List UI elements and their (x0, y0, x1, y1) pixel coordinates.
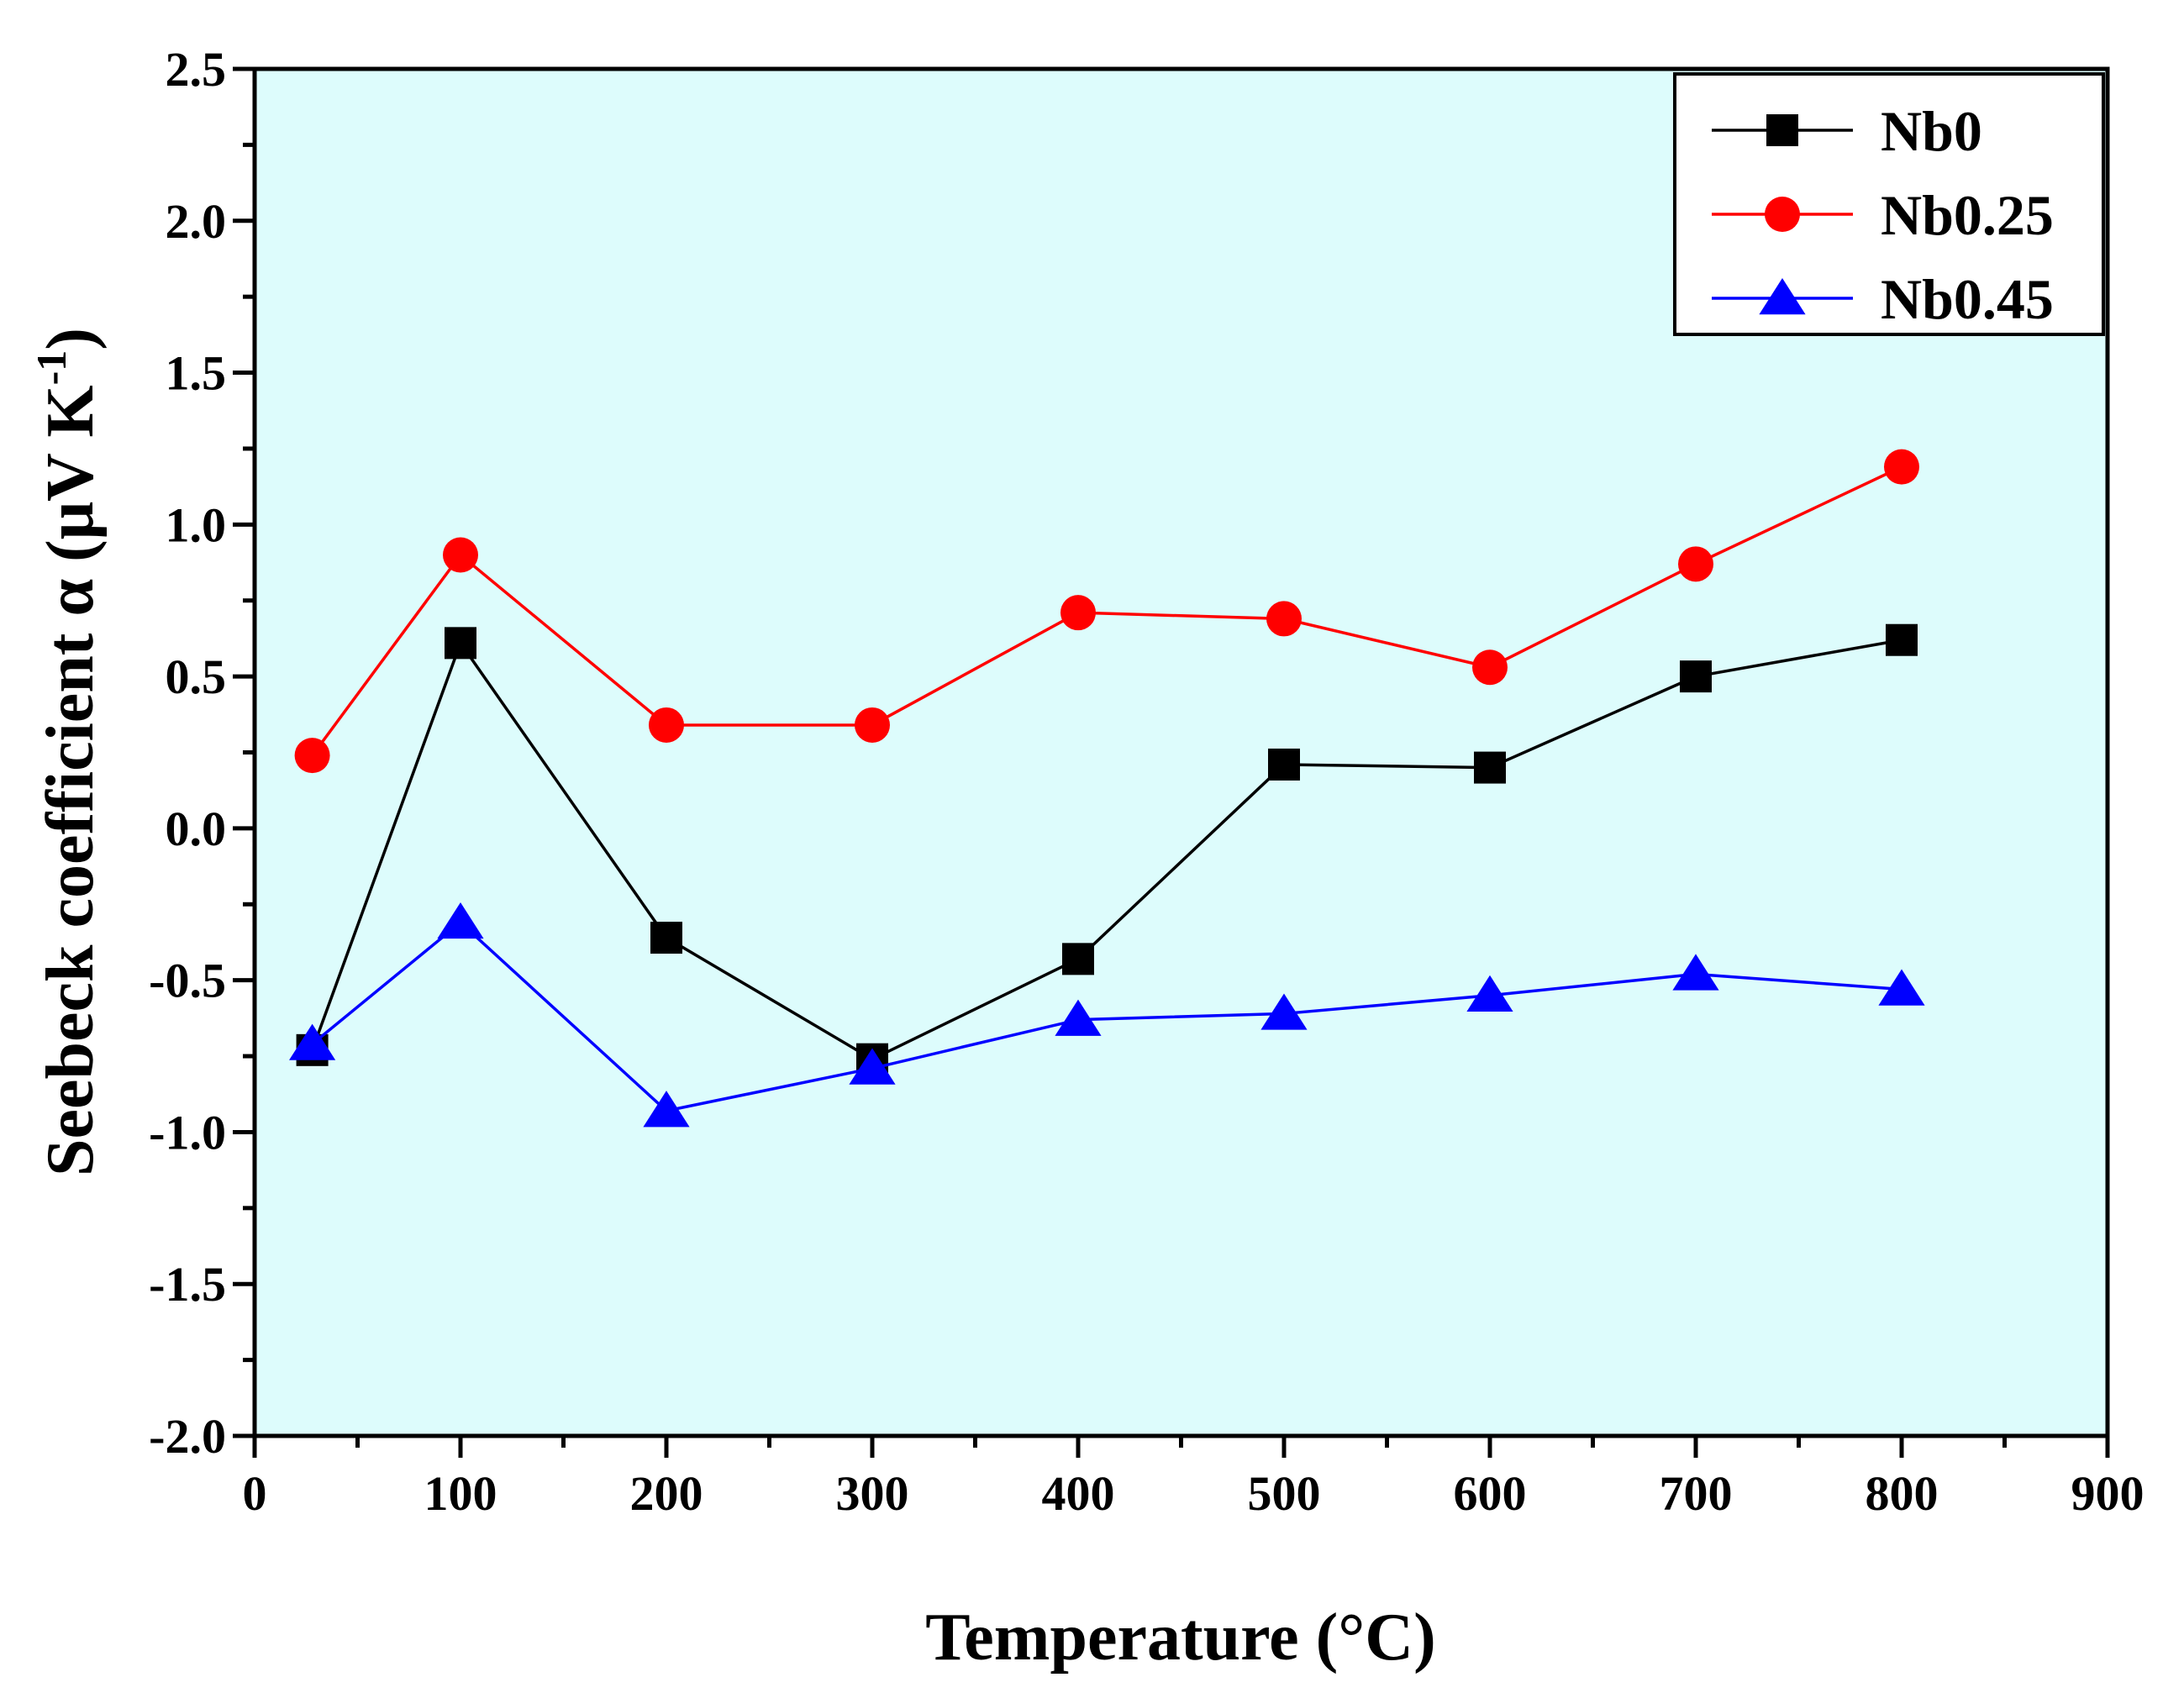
data-point-nb0-45 (437, 902, 484, 939)
legend: Nb0 Nb0.25 Nb0.45 (1673, 72, 2105, 336)
x-tick-label: 700 (1660, 1466, 1733, 1521)
y-tick-label: -0.5 (149, 954, 226, 1008)
x-axis-title: Temperature (°C) (925, 1601, 1435, 1675)
legend-item-nb0-25: Nb0.25 (1712, 183, 2054, 247)
x-tick-label: 500 (1248, 1466, 1321, 1521)
data-point-nb0-45 (643, 1091, 690, 1128)
y-tick-label: 1.0 (166, 497, 227, 552)
y-tick-label: 1.5 (166, 346, 227, 401)
series-layer (289, 449, 1925, 1128)
y-axis-title-superscript: -1 (28, 350, 75, 386)
data-point-nb0 (1886, 623, 1918, 656)
x-tick-label: 100 (424, 1466, 497, 1521)
data-point-nb0-45 (1260, 993, 1308, 1030)
data-point-nb0-25 (443, 537, 478, 573)
y-tick-label: 2.0 (166, 194, 227, 249)
data-point-nb0 (650, 922, 682, 954)
x-tick-labels: 0 100 200 300 400 500 600 700 800 900 (243, 1466, 2145, 1521)
y-axis-title-main: Seebeck coefficient α (μV K (34, 385, 108, 1176)
legend-marker (1766, 114, 1798, 146)
data-point-nb0-25 (1060, 595, 1096, 631)
data-point-nb0-25 (855, 707, 890, 743)
data-point-nb0 (445, 627, 476, 660)
data-point-nb0-25 (1266, 601, 1302, 637)
y-tick-label: -1.0 (149, 1105, 226, 1159)
legend-marker (1765, 197, 1800, 232)
series-nb0-25 (294, 449, 1919, 774)
legend-label: Nb0.45 (1881, 267, 2054, 331)
legend-label: Nb0 (1881, 99, 1982, 163)
x-tick-label: 900 (2071, 1466, 2145, 1521)
data-point-nb0-25 (294, 738, 330, 774)
x-tick-label: 800 (1866, 1466, 1939, 1521)
legend-item-nb0: Nb0 (1712, 99, 1982, 163)
series-nb0-45 (289, 902, 1925, 1128)
data-point-nb0-45 (289, 1023, 336, 1060)
x-tick-label: 300 (836, 1466, 909, 1521)
plot-frame (252, 66, 2110, 1438)
data-point-nb0-25 (649, 707, 684, 743)
y-tick-label: -2.0 (149, 1409, 226, 1464)
data-point-nb0-45 (849, 1048, 896, 1085)
data-point-nb0 (1268, 748, 1300, 781)
y-tick-label: 0.5 (166, 649, 227, 704)
x-tick-label: 200 (630, 1466, 703, 1521)
data-point-nb0-45 (1672, 954, 1719, 991)
y-axis-title: Seebeck coefficient α (μV K-1) (28, 328, 108, 1176)
data-point-nb0-25 (1472, 649, 1508, 686)
data-point-nb0-25 (1884, 449, 1919, 485)
series-nb0 (296, 623, 1918, 1075)
x-tick-label: 0 (243, 1466, 267, 1521)
data-point-nb0 (1062, 943, 1094, 975)
y-tick-labels: -2.0 -1.5 -1.0 -0.5 0.0 0.5 1.0 1.5 2.0 2.5 (149, 42, 226, 1464)
data-point-nb0-45 (1055, 999, 1102, 1036)
legend-box (1673, 72, 2105, 336)
y-tick-label: 2.5 (166, 42, 227, 97)
data-point-nb0 (1474, 751, 1506, 784)
x-tick-label: 600 (1454, 1466, 1527, 1521)
data-point-nb0-45 (1466, 975, 1513, 1012)
legend-item-nb0-45: Nb0.45 (1712, 267, 2054, 331)
legend-marker (1759, 278, 1806, 315)
y-tick-label: -1.5 (149, 1257, 226, 1312)
data-point-nb0-45 (1878, 969, 1925, 1006)
data-point-nb0-25 (1678, 546, 1713, 582)
y-axis-title-close: ) (34, 328, 108, 350)
x-tick-label: 400 (1042, 1466, 1115, 1521)
legend-label: Nb0.25 (1881, 183, 2054, 247)
y-tick-label: 0.0 (166, 802, 227, 856)
data-point-nb0 (1680, 660, 1712, 693)
